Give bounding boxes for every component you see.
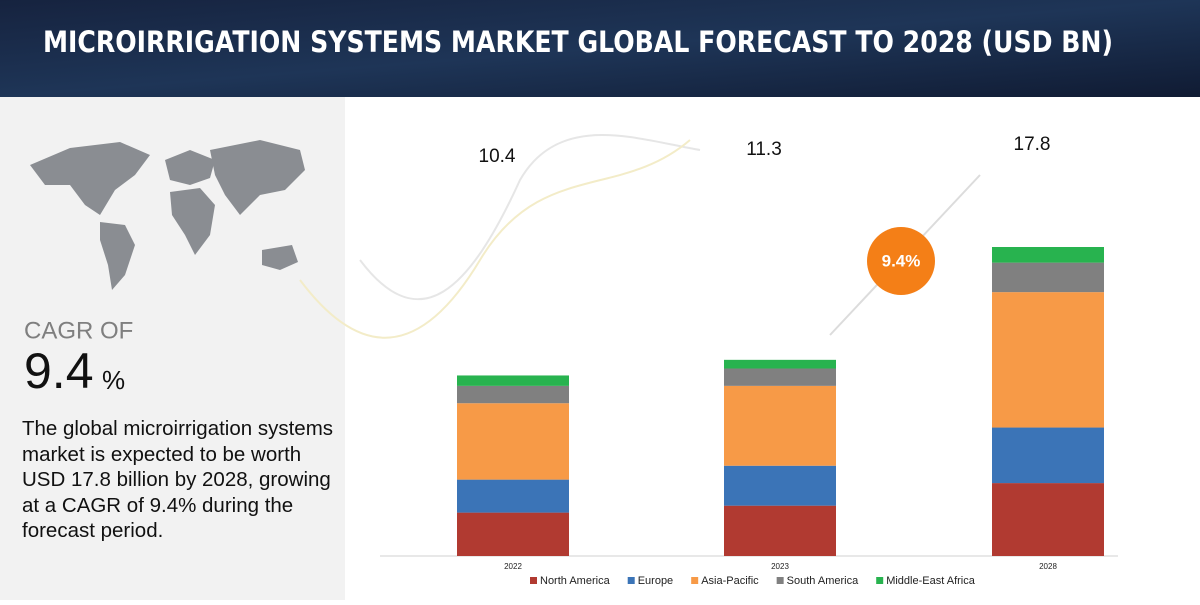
legend-swatch [776, 577, 784, 584]
legend-label: Middle-East Africa [886, 575, 976, 587]
legend-swatch [876, 577, 884, 584]
cagr-badge [867, 227, 935, 295]
legend-swatch [691, 577, 699, 584]
bar-segment [724, 505, 836, 556]
header-bg [0, 0, 1200, 97]
legend-swatch [530, 577, 537, 584]
decor-curve [359, 134, 701, 301]
bar-segment [992, 262, 1104, 293]
cagr-label: CAGR OF [24, 317, 133, 344]
total-label: 11.3 [746, 139, 782, 160]
bar-segment [992, 247, 1104, 263]
legend-label: Asia-Pacific [701, 575, 759, 587]
bar-segment [724, 368, 836, 386]
bar-segment [457, 479, 569, 513]
x-tick-label: 2028 [1039, 562, 1057, 571]
bar-segment [457, 385, 569, 404]
cagr-badge-label: 9.4% [882, 251, 921, 270]
title: MICROIRRIGATION SYSTEMS MARKET GLOBAL FO… [43, 25, 1113, 59]
legend-label: Europe [638, 575, 673, 587]
legend-label: North America [540, 575, 611, 587]
bar-segment [724, 385, 836, 466]
x-tick-label: 2022 [504, 562, 522, 571]
x-tick-label: 2023 [771, 562, 789, 571]
bar-segment [457, 512, 569, 556]
total-label: 17.8 [1014, 134, 1051, 155]
cagr-unit: % [102, 365, 125, 395]
bar-segment [992, 427, 1104, 484]
bar-segment [992, 483, 1104, 556]
description-box: The global microirrigation systems marke… [22, 417, 334, 542]
legend-label: South America [787, 575, 859, 587]
bar-segment [724, 465, 836, 506]
bar-segment [724, 359, 836, 369]
legend-swatch [627, 577, 635, 584]
bar-segment [457, 403, 569, 480]
cagr-value: 9.4 [24, 343, 94, 399]
world-map [30, 140, 305, 290]
decor-curve [299, 139, 691, 339]
total-label: 10.4 [479, 146, 516, 167]
description: The global microirrigation systems marke… [22, 417, 334, 542]
bar-segment [457, 375, 569, 386]
bar-segment [992, 292, 1104, 428]
